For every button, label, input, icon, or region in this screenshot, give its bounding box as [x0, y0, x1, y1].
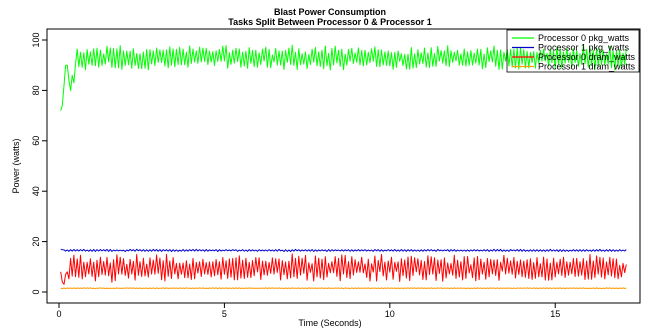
- series-line-3: [60, 287, 627, 290]
- x-tick-label: 5: [222, 309, 227, 319]
- x-axis: 0 5 10 15: [56, 302, 560, 319]
- chart-subtitle: Tasks Split Between Processor 0 & Proces…: [228, 17, 431, 27]
- series-layer: [60, 44, 627, 290]
- series-line-0: [60, 44, 627, 111]
- y-tick-label: 60: [31, 136, 41, 146]
- legend-label: Processor 1 dram_watts: [538, 62, 636, 72]
- chart-title: Blast Power Consumption: [274, 7, 386, 17]
- y-axis-label: Power (watts): [11, 138, 21, 193]
- y-tick-label: 80: [31, 85, 41, 95]
- legend-label: Processor 0 dram_watts: [538, 52, 636, 62]
- legend-box: [506, 29, 640, 73]
- x-tick-label: 15: [550, 309, 560, 319]
- legend-label: Processor 0 pkg_watts: [538, 33, 630, 43]
- x-tick-label: 10: [385, 309, 395, 319]
- series-line-2: [60, 253, 627, 285]
- y-tick-label: 20: [31, 237, 41, 247]
- y-tick-label: 40: [31, 186, 41, 196]
- legend-label: Processor 1 pkg_watts: [538, 43, 630, 53]
- y-tick-label: 100: [31, 32, 41, 47]
- y-axis: 0 20 40 60 80 100: [31, 32, 47, 295]
- series-line-1: [60, 248, 627, 252]
- x-tick-label: 0: [56, 309, 61, 319]
- y-tick-label: 0: [31, 289, 41, 294]
- x-axis-label: Time (Seconds): [298, 318, 361, 328]
